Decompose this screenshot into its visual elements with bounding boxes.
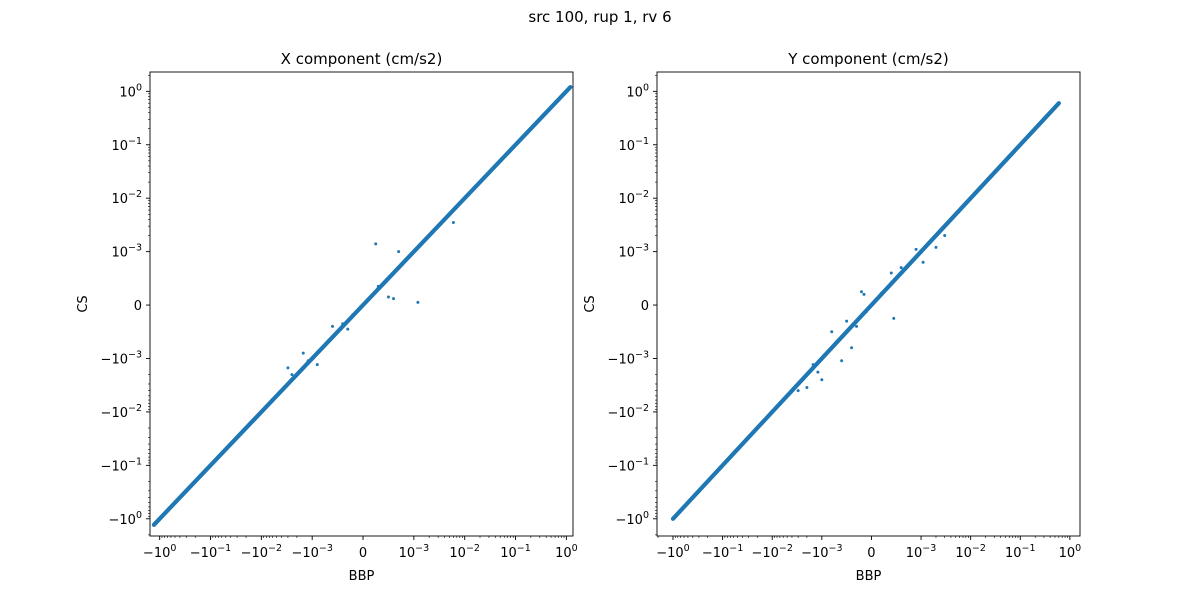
x-tick-label: 10−1 <box>1005 543 1036 561</box>
scatter-point-3 <box>386 295 390 299</box>
scatter-point-13 <box>934 245 938 249</box>
scatter-point-7 <box>341 322 345 326</box>
x-tick-label: −10−3 <box>291 543 332 561</box>
x-tick-label: 0 <box>867 546 875 561</box>
axes-x-component: −100 −10−1 −10−2 −10−3 0 10−3 10−2 10−1 100−100−… <box>76 50 578 584</box>
scatter-main-trend <box>151 84 573 527</box>
scatter-point-6 <box>451 221 455 225</box>
y-tick-label: 10−1 <box>618 136 649 154</box>
y-tick-label: −100 <box>616 510 649 528</box>
scatter-point-5 <box>392 297 396 301</box>
x-tick-label: −10−3 <box>801 543 842 561</box>
y-tick-label: 10−3 <box>618 243 649 261</box>
scatter-point-20 <box>845 319 849 323</box>
scatter-point-2 <box>397 250 401 254</box>
scatter-point-15 <box>331 324 335 328</box>
y-tick-label: −100 <box>109 510 142 528</box>
scatter-point-3 <box>840 359 844 363</box>
scatter-point-12 <box>943 234 947 238</box>
x-tick-label: 10−2 <box>955 543 986 561</box>
scatter-point-4 <box>850 346 854 350</box>
scatter-point-7 <box>805 386 809 390</box>
x-tick-label: 100 <box>1059 543 1082 561</box>
scatter-point-18 <box>864 309 868 313</box>
scatter-point-14 <box>290 373 294 377</box>
scatter-point-8 <box>796 389 800 393</box>
scatter-point-6 <box>816 370 820 374</box>
y-tick-label: 10−2 <box>618 189 649 207</box>
x-tick-label: −10−1 <box>190 543 231 561</box>
y-tick-label: 10−3 <box>111 243 142 261</box>
plot-frame <box>149 71 574 537</box>
y-tick-label: 10−1 <box>111 136 142 154</box>
x-tick-label: 10−1 <box>500 543 531 561</box>
scatter-point-10 <box>855 324 859 328</box>
scatter-point-11 <box>928 240 932 244</box>
y-tick-label: 100 <box>119 82 142 100</box>
scatter-point-21 <box>921 260 925 264</box>
scatter-point-8 <box>346 327 350 331</box>
scatter-point-10 <box>306 359 310 363</box>
figure-title: src 100, rup 1, rv 6 <box>528 8 672 26</box>
scatter-point-1 <box>862 292 866 296</box>
scatter-point-12 <box>315 363 319 367</box>
x-axis-label: BBP <box>856 569 882 584</box>
x-axis-label: BBP <box>349 569 375 584</box>
x-tick-label: 0 <box>359 546 367 561</box>
scatter-point-9 <box>830 330 834 334</box>
scatter-point-16 <box>889 271 893 275</box>
y-tick-label: 100 <box>626 82 649 100</box>
scatter-point-5 <box>820 378 824 382</box>
scatter-point-0 <box>374 242 378 246</box>
x-tick-label: 100 <box>555 543 578 561</box>
x-tick-label: 10−3 <box>399 543 430 561</box>
y-tick-label: −10−3 <box>608 349 649 367</box>
y-tick-label: 0 <box>134 299 142 314</box>
y-tick-label: 10−2 <box>111 189 142 207</box>
x-tick-label: 10−3 <box>906 543 937 561</box>
y-tick-label: −10−3 <box>101 349 142 367</box>
scatter-point-15 <box>899 266 903 270</box>
x-tick-label: −100 <box>143 543 176 561</box>
y-axis-label: CS <box>76 295 91 312</box>
plot-frame <box>656 71 1081 537</box>
scatter-point-9 <box>351 313 355 317</box>
scatter-point-11 <box>301 351 305 355</box>
scatter-point-1 <box>416 300 420 304</box>
y-tick-label: −10−2 <box>101 403 142 421</box>
scatter-point-14 <box>914 247 918 251</box>
x-tick-label: 10−2 <box>449 543 480 561</box>
scatter-point-13 <box>286 366 290 370</box>
axes-title: X component (cm/s2) <box>281 50 443 68</box>
y-tick-label: −10−1 <box>101 456 142 474</box>
y-axis-label: CS <box>583 295 598 312</box>
x-tick-label: −10−2 <box>241 543 282 561</box>
scatter-point-17 <box>879 291 883 295</box>
y-tick-label: −10−1 <box>608 456 649 474</box>
y-tick-label: −10−2 <box>608 403 649 421</box>
scatter-point-19 <box>811 363 815 367</box>
scatter-point-2 <box>892 316 896 320</box>
scatter-point-0 <box>860 290 864 294</box>
x-tick-label: −10−2 <box>751 543 792 561</box>
x-tick-label: −10−1 <box>702 543 743 561</box>
y-tick-label: 0 <box>641 299 649 314</box>
axes-y-component: −100 −10−1 −10−2 −10−3 0 10−3 10−2 10−1 100−100−… <box>583 50 1081 584</box>
axes-title: Y component (cm/s2) <box>787 50 949 68</box>
x-tick-label: −100 <box>656 543 689 561</box>
scatter-point-4 <box>376 284 380 288</box>
